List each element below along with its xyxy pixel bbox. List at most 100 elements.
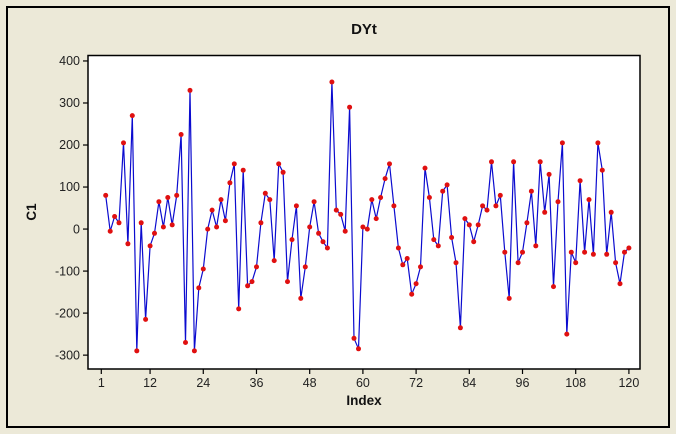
data-point [551, 284, 556, 290]
data-point [169, 222, 175, 228]
y-tick-label: 300 [59, 96, 80, 110]
y-tick-label: -200 [55, 306, 80, 320]
x-tick-label: 60 [356, 376, 370, 390]
chart-title: DYt [351, 21, 377, 38]
data-point [191, 348, 197, 354]
data-point [138, 220, 144, 226]
y-tick-label: -300 [55, 348, 80, 362]
y-axis-ticks: 400 300 200 100 0 -100 -200 -300 [55, 54, 88, 362]
data-series [103, 79, 632, 354]
data-point [143, 316, 149, 322]
data-point [347, 104, 353, 110]
data-point [475, 222, 481, 228]
data-point [440, 188, 446, 194]
data-point [187, 87, 193, 93]
data-point [267, 197, 273, 203]
data-point [174, 192, 180, 198]
plot-frame [87, 54, 641, 370]
data-point [502, 249, 508, 255]
data-point [121, 140, 126, 146]
data-point [520, 249, 525, 255]
data-point [471, 239, 477, 245]
data-point [262, 190, 268, 196]
x-tick-label: 72 [409, 376, 423, 390]
data-point [378, 195, 384, 200]
data-point [395, 245, 401, 251]
data-point [293, 203, 299, 209]
data-point [209, 207, 215, 213]
data-point [466, 222, 472, 228]
x-tick-label: 12 [143, 376, 157, 390]
x-tick-label: 36 [250, 376, 264, 390]
data-point [413, 281, 419, 287]
data-point [409, 291, 415, 297]
data-point [112, 214, 118, 219]
data-point [222, 218, 228, 224]
x-tick-label: 24 [196, 376, 210, 390]
data-point [564, 331, 570, 337]
data-point [333, 207, 339, 213]
data-point [236, 306, 242, 312]
data-point [568, 249, 574, 255]
data-point [599, 167, 605, 173]
data-point [493, 203, 499, 209]
data-point [373, 216, 379, 222]
data-point [271, 258, 277, 264]
data-point [351, 335, 357, 341]
data-point [426, 195, 432, 200]
data-point [160, 224, 166, 230]
data-point [546, 171, 552, 177]
data-point [240, 167, 246, 173]
x-axis-label: Index [346, 393, 382, 408]
data-point [604, 251, 610, 257]
data-point [329, 79, 335, 85]
x-axis-ticks: 1 12 24 36 48 60 72 84 96 108 120 [98, 369, 639, 390]
data-point [453, 260, 459, 266]
data-point [289, 237, 295, 243]
data-point [316, 230, 322, 236]
data-point [338, 211, 344, 217]
data-point [506, 295, 512, 301]
data-point [285, 279, 290, 285]
data-point [280, 169, 286, 175]
data-point [200, 266, 206, 272]
x-tick-label: 120 [618, 376, 639, 390]
data-point [391, 203, 397, 209]
data-point [103, 192, 109, 198]
data-point [307, 224, 313, 230]
data-point [555, 199, 561, 205]
data-point [218, 197, 224, 203]
data-point [364, 226, 370, 232]
x-tick-label: 48 [303, 376, 317, 390]
data-point [196, 285, 202, 291]
data-point [449, 235, 455, 240]
data-point [577, 178, 583, 184]
data-point [444, 182, 450, 188]
data-point [573, 260, 579, 266]
data-point [152, 230, 157, 236]
data-point [320, 239, 326, 245]
data-point [205, 226, 211, 232]
data-point [342, 228, 348, 234]
data-point [382, 176, 388, 182]
data-point [622, 249, 627, 255]
data-point [302, 264, 308, 270]
data-point [387, 161, 392, 167]
data-point [528, 188, 534, 194]
data-point [582, 249, 588, 255]
data-point [116, 220, 122, 226]
data-point [107, 228, 113, 234]
data-point [537, 159, 543, 165]
data-point [515, 260, 521, 266]
data-point [480, 203, 486, 209]
data-point [214, 224, 220, 230]
data-point [369, 197, 375, 203]
data-point [129, 113, 135, 119]
data-point [254, 264, 259, 270]
data-point [595, 140, 601, 146]
y-axis-label: C1 [24, 203, 39, 221]
data-point [356, 346, 361, 352]
data-point [231, 161, 237, 167]
data-point [165, 195, 171, 200]
